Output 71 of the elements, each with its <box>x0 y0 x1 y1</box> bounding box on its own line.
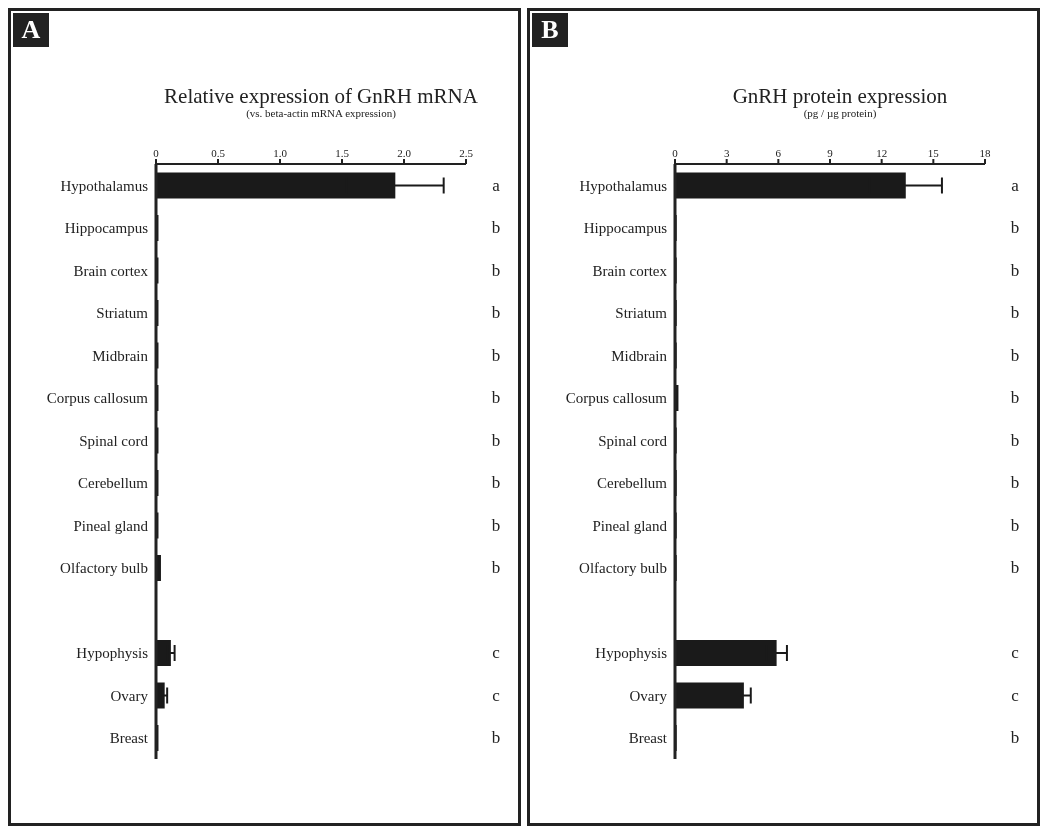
text: b <box>1010 558 1020 577</box>
x-tick-label: 15 <box>927 147 940 159</box>
chart-subtitle: (vs. beta-actin mRNA expression) <box>246 107 397 119</box>
x-tick-label: 1.5 <box>335 147 350 159</box>
text: b <box>1010 728 1020 747</box>
text: c <box>492 685 501 705</box>
text: B <box>532 13 568 47</box>
y-tick-label: Brain cortex <box>73 262 149 279</box>
text: b <box>1010 430 1020 450</box>
y-tick-label: Cerebellum <box>78 475 149 492</box>
text: c <box>492 643 501 662</box>
y-tick-label: Spinal cord <box>79 432 149 449</box>
text: b <box>1010 303 1020 322</box>
text: b <box>491 430 501 450</box>
text: b <box>491 345 501 365</box>
y-tick-label: Hypothalamus <box>60 177 149 194</box>
text: c <box>1011 643 1020 662</box>
text: b <box>491 388 501 407</box>
y-tick-label: Midbrain <box>611 347 668 364</box>
text: b <box>1010 260 1020 280</box>
text: b <box>1010 345 1020 365</box>
y-tick-label: Corpus callosum <box>565 390 668 407</box>
x-tick-label: 2.5 <box>459 147 474 159</box>
y-tick-label: Hypophysis <box>76 645 149 662</box>
x-tick-label: 0.5 <box>211 147 226 159</box>
text: b <box>491 515 501 535</box>
text: b <box>1010 515 1020 535</box>
y-tick-label: Pineal gland <box>592 517 668 534</box>
x-tick-label: 6 <box>775 147 782 159</box>
y-tick-label: Brain cortex <box>592 262 668 279</box>
x-tick-label: 0 <box>153 147 160 159</box>
y-tick-label: Hypophysis <box>595 645 668 662</box>
text: b <box>1010 218 1020 237</box>
text: b <box>1010 388 1020 407</box>
x-tick-label: 1.0 <box>273 147 288 159</box>
y-tick-label: Hippocampus <box>583 220 668 237</box>
text: a <box>492 175 501 195</box>
y-tick-label: Pineal gland <box>73 517 149 534</box>
y-tick-label: Breast <box>109 730 149 747</box>
text: b <box>491 260 501 280</box>
y-tick-label: Breast <box>628 730 668 747</box>
y-tick-label: Corpus callosum <box>46 390 149 407</box>
y-tick-label: Striatum <box>615 305 668 322</box>
y-tick-label: Midbrain <box>92 347 149 364</box>
text: b <box>491 218 501 237</box>
x-tick-label: 12 <box>876 147 888 159</box>
text: b <box>491 473 501 492</box>
chart-title: Relative expression of GnRH mRNA <box>163 84 479 108</box>
x-tick-label: 3 <box>723 147 730 159</box>
chart-subtitle: (pg / µg protein) <box>803 107 877 119</box>
text: c <box>1011 685 1020 705</box>
text: A <box>13 13 49 47</box>
y-tick-label: Ovary <box>110 687 149 704</box>
text: b <box>1010 473 1020 492</box>
x-tick-label: 0 <box>672 147 679 159</box>
text: b <box>491 303 501 322</box>
text: b <box>491 728 501 747</box>
y-tick-label: Olfactory bulb <box>60 560 148 577</box>
x-tick-label: 18 <box>979 147 991 159</box>
y-tick-label: Cerebellum <box>597 475 668 492</box>
chart-title: GnRH protein expression <box>731 84 949 108</box>
text: b <box>491 558 501 577</box>
x-tick-label: 9 <box>827 147 834 159</box>
text: a <box>1011 175 1020 195</box>
x-tick-label: 2.0 <box>397 147 412 159</box>
y-tick-label: Spinal cord <box>598 432 668 449</box>
y-tick-label: Olfactory bulb <box>579 560 667 577</box>
y-tick-label: Hypothalamus <box>579 177 668 194</box>
y-tick-label: Hippocampus <box>64 220 149 237</box>
y-tick-label: Striatum <box>96 305 149 322</box>
y-tick-label: Ovary <box>629 687 668 704</box>
